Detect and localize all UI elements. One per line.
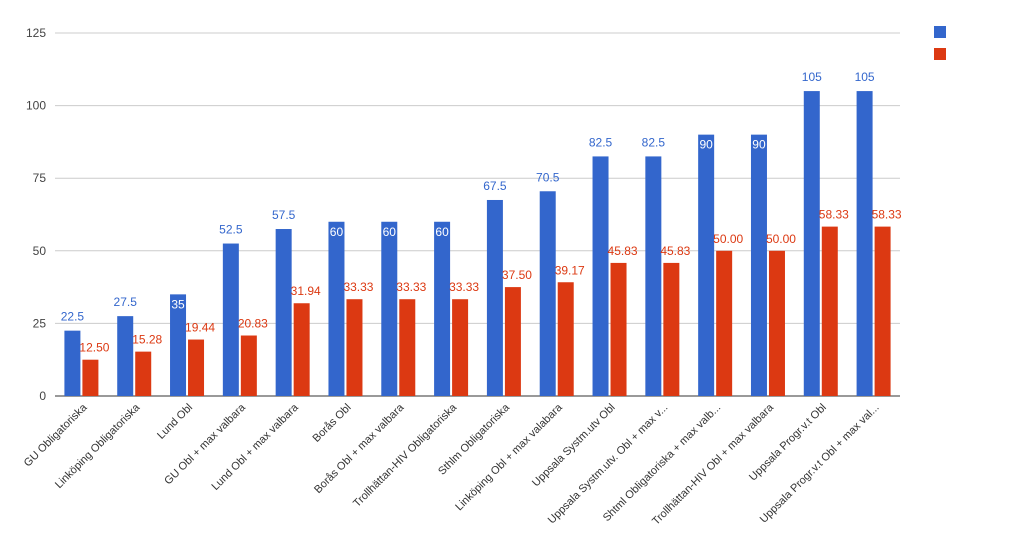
red-data-label-15: 58.33 [872, 208, 902, 222]
blue-data-label-11: 82.5 [642, 135, 666, 149]
red-data-label-11: 45.83 [660, 244, 690, 258]
red-data-label-2: 19.44 [185, 321, 215, 335]
red-data-label-9: 39.17 [555, 263, 585, 277]
red-bar-2 [188, 339, 205, 396]
red-data-label-7: 33.33 [449, 280, 479, 294]
y-tick-label: 0 [39, 389, 46, 403]
red-bar-6 [399, 299, 416, 396]
red-data-label-0: 12.50 [79, 341, 109, 355]
blue-bar-12 [698, 134, 715, 396]
red-data-label-8: 37.50 [502, 268, 532, 282]
blue-data-label-3: 52.5 [219, 223, 243, 237]
red-bar-13 [768, 250, 785, 396]
blue-bar-8 [486, 199, 503, 396]
red-data-label-10: 45.83 [608, 244, 638, 258]
y-tick-label: 100 [26, 99, 46, 113]
red-bar-1 [135, 351, 152, 396]
blue-bar-0 [64, 330, 81, 396]
blue-bar-2 [170, 294, 187, 396]
blue-bar-13 [750, 134, 767, 396]
red-bar-7 [452, 299, 469, 396]
red-bar-15 [874, 226, 891, 396]
blue-bar-11 [645, 156, 662, 396]
bars [64, 91, 891, 396]
blue-data-label-8: 67.5 [483, 179, 507, 193]
red-bar-3 [240, 335, 257, 396]
y-tick-label: 125 [26, 26, 46, 40]
red-data-label-13: 50.00 [766, 232, 796, 246]
red-bar-11 [663, 262, 680, 396]
blue-data-label-4: 57.5 [272, 208, 296, 222]
y-tick-label: 75 [33, 171, 47, 185]
y-axis-ticks: 0 25 50 75 100 125 [26, 26, 46, 403]
x-category-label: Trollhättan-HIV Obligatoriska [351, 401, 460, 510]
blue-data-label-7: 60 [435, 225, 449, 239]
blue-data-label-0: 22.5 [61, 310, 85, 324]
x-category-label: Uppsala Progr.v.t Obl + max val... [758, 402, 882, 526]
red-data-label-4: 31.94 [291, 284, 321, 298]
blue-bar-10 [592, 156, 609, 396]
legend [934, 26, 946, 60]
y-tick-label: 25 [33, 316, 47, 330]
red-bar-12 [716, 250, 733, 396]
blue-data-label-12: 90 [699, 138, 713, 152]
blue-bar-1 [117, 316, 134, 396]
red-data-label-6: 33.33 [396, 280, 426, 294]
red-bar-4 [293, 303, 310, 396]
y-tick-label: 50 [33, 244, 47, 258]
blue-bar-6 [381, 221, 398, 396]
legend-swatch-0 [934, 26, 946, 38]
red-data-label-5: 33.33 [343, 280, 373, 294]
x-category-label: Linköping Obl + max valabara [453, 401, 565, 513]
blue-data-label-5: 60 [330, 225, 344, 239]
x-category-label: Borås Obl + max valbara [312, 401, 407, 496]
red-bar-10 [610, 262, 627, 396]
red-data-label-3: 20.83 [238, 317, 268, 331]
blue-data-label-9: 70.5 [536, 170, 560, 184]
legend-swatch-1 [934, 48, 946, 60]
x-category-label: Lund Obl [155, 402, 195, 442]
blue-bar-9 [539, 191, 556, 396]
blue-data-label-6: 60 [383, 225, 397, 239]
red-data-label-14: 58.33 [819, 208, 849, 222]
red-data-label-12: 50.00 [713, 232, 743, 246]
red-bar-14 [821, 226, 838, 396]
x-category-label: Linköping Obligatoriska [53, 401, 143, 491]
blue-data-label-13: 90 [752, 138, 766, 152]
x-category-label: Lund Obl + max valbara [209, 401, 301, 493]
red-bar-9 [557, 282, 574, 396]
red-data-label-1: 15.28 [132, 333, 162, 347]
blue-bar-14 [803, 91, 820, 396]
blue-data-label-10: 82.5 [589, 135, 613, 149]
blue-data-label-15: 105 [855, 70, 875, 84]
blue-bar-5 [328, 221, 345, 396]
blue-bar-4 [275, 229, 292, 396]
red-bar-0 [82, 359, 99, 396]
red-bar-5 [346, 299, 363, 396]
red-bar-8 [504, 287, 521, 396]
x-category-label: Borås Obl [311, 402, 354, 445]
blue-data-label-2: 35 [171, 297, 185, 311]
blue-bar-3 [222, 243, 239, 396]
blue-data-label-14: 105 [802, 70, 822, 84]
blue-data-label-1: 27.5 [114, 295, 138, 309]
blue-bar-7 [434, 221, 451, 396]
x-category-label: Shtml Obligatoriska + max valb... [601, 402, 723, 524]
blue-bar-15 [856, 91, 873, 396]
